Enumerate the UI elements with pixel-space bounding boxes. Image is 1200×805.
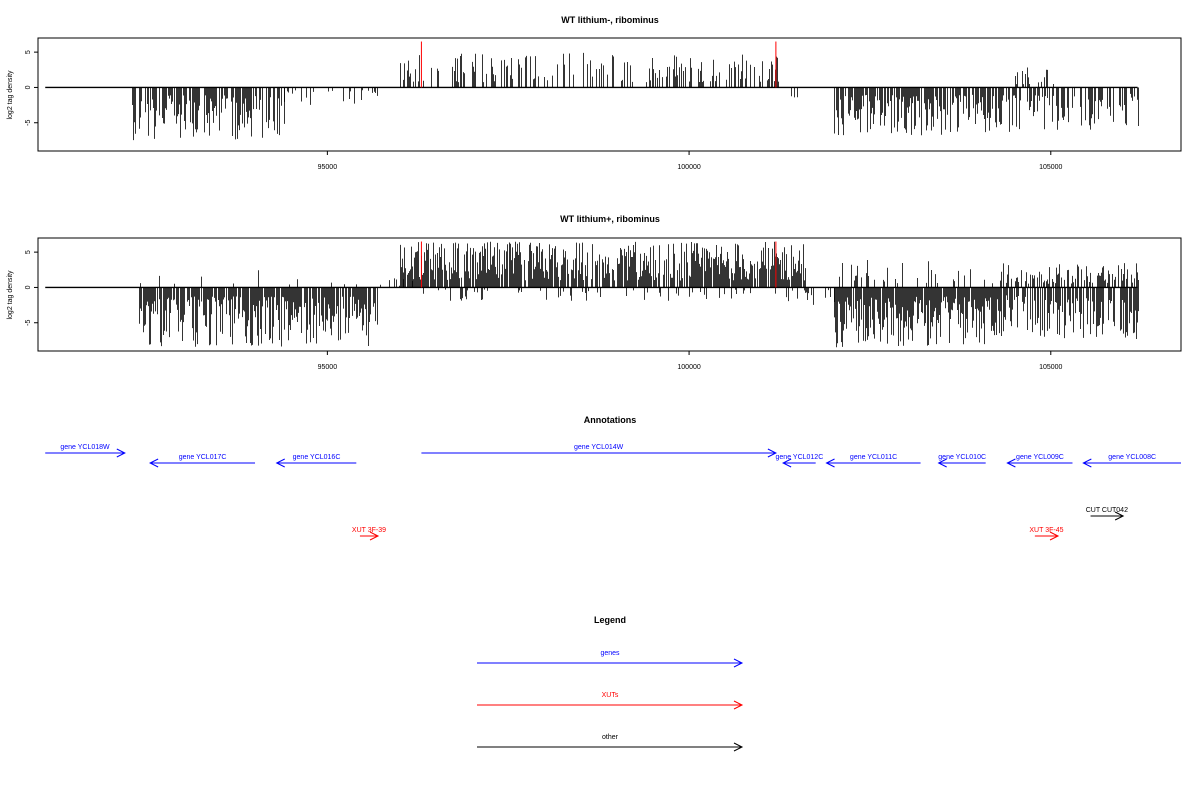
feature-arrow <box>1006 458 1073 468</box>
feature-label: XUT 3F-45 <box>1029 527 1063 534</box>
feature-label: gene YCL009C <box>1016 454 1064 461</box>
feature-arrow <box>1082 458 1181 468</box>
panel-lithium-plus: WT lithium+, ribominus log2 tag density … <box>7 214 1182 371</box>
feature-label: XUT 3F-39 <box>352 527 386 534</box>
plot-frame <box>37 37 1182 152</box>
y-axis-label: log2 tag density <box>7 270 14 320</box>
legend-label-gene: genes <box>600 650 620 657</box>
legend-label-other: other <box>602 734 619 741</box>
x-tick-label: 95000 <box>318 364 338 371</box>
feature-label: gene YCL018W <box>60 444 110 451</box>
feature-label: gene YCL017C <box>179 454 227 461</box>
y-tick-label: -5 <box>25 320 32 326</box>
x-tick-label: 100000 <box>677 164 700 171</box>
feature-arrow <box>825 458 921 468</box>
feature-arrow <box>421 448 778 458</box>
feature-arrow <box>275 458 357 468</box>
legend-arrow-xut <box>477 700 744 710</box>
feature-label: gene YCL012C <box>776 454 824 461</box>
y-tick-label: 5 <box>25 50 32 54</box>
feature-arrow <box>782 458 816 468</box>
feature-arrow <box>359 531 380 541</box>
x-tick-label: 100000 <box>677 364 700 371</box>
feature-label: gene YCL014W <box>574 444 624 451</box>
feature-label: gene YCL011C <box>850 454 897 461</box>
x-tick-label: 105000 <box>1039 364 1062 371</box>
y-tick-label: -5 <box>25 120 32 126</box>
x-tick-label: 105000 <box>1039 164 1062 171</box>
legend-arrow-other <box>477 742 744 752</box>
y-tick-label: 0 <box>25 85 32 89</box>
panel-title: WT lithium-, ribominus <box>561 15 659 25</box>
feature-arrow <box>45 448 126 458</box>
feature-arrow <box>1090 511 1125 521</box>
y-tick-label: 5 <box>25 250 32 254</box>
legend-title: Legend <box>594 615 626 625</box>
feature-label: gene YCL016C <box>293 454 341 461</box>
y-axis-label: log2 tag density <box>7 70 14 120</box>
bar-series <box>45 241 1139 348</box>
feature-arrow <box>149 458 256 468</box>
plot-frame <box>37 237 1182 352</box>
feature-arrow <box>1034 531 1060 541</box>
legend-arrow-gene <box>477 658 744 668</box>
panel-lithium-minus: WT lithium-, ribominus log2 tag density … <box>7 15 1182 171</box>
legend-label-xut: XUTs <box>602 692 619 699</box>
panel-title: WT lithium+, ribominus <box>560 214 660 224</box>
legend: genes XUTs other <box>477 650 744 752</box>
feature-label: gene YCL010C <box>938 454 986 461</box>
y-tick-label: 0 <box>25 285 32 289</box>
bar-series <box>45 41 1139 141</box>
x-tick-label: 95000 <box>318 164 338 171</box>
feature-label: CUT CUT042 <box>1086 507 1128 514</box>
feature-arrow <box>937 458 986 468</box>
annotation-track: gene YCL018W gene YCL017C gene YCL016C gene… <box>45 444 1181 541</box>
feature-label: gene YCL008C <box>1108 454 1156 461</box>
annotations-title: Annotations <box>584 415 637 425</box>
